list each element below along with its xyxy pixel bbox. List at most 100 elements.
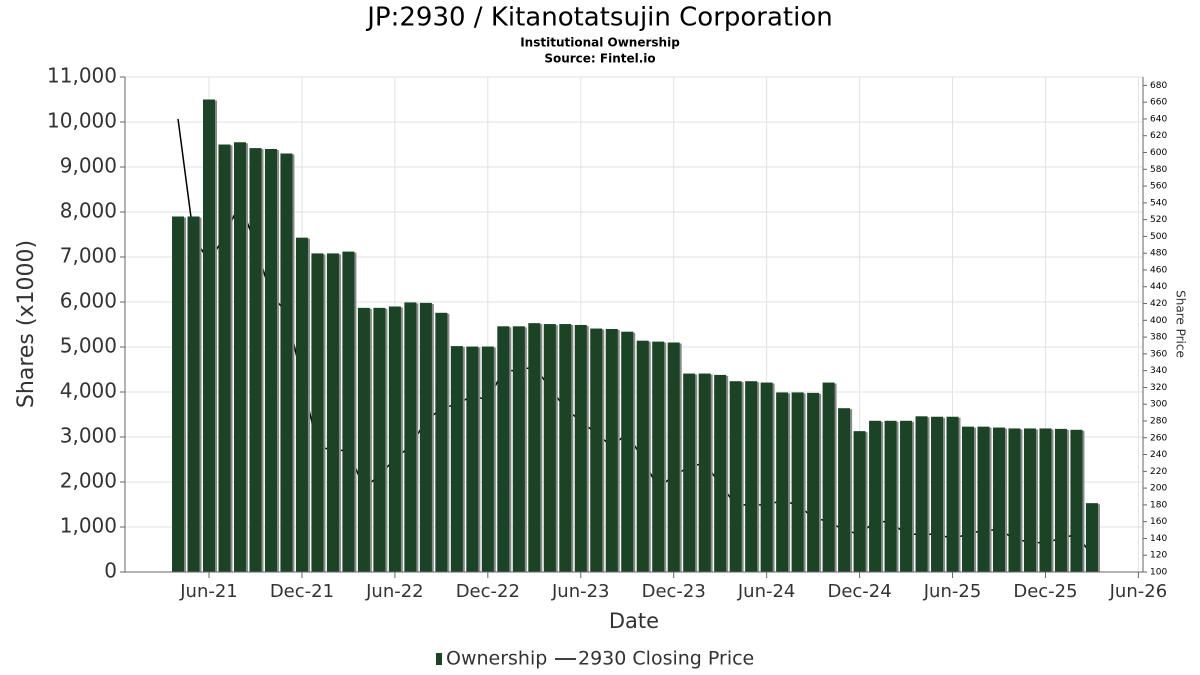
y2-tick-label: 560 [1150, 182, 1167, 192]
y2-tick-label: 220 [1150, 467, 1167, 477]
bar [450, 346, 463, 572]
y2-tick-label: 580 [1150, 165, 1167, 175]
legend-swatch [436, 653, 442, 665]
bar [714, 374, 727, 572]
bar [264, 149, 277, 572]
bar [404, 302, 417, 572]
bar [419, 302, 432, 572]
bar [512, 326, 525, 572]
y2-tick-label: 500 [1150, 232, 1167, 242]
bar [698, 373, 711, 572]
bar [466, 346, 479, 572]
bar [311, 253, 324, 572]
y-tick-label: 10,000 [47, 109, 117, 133]
bar [915, 416, 928, 572]
y2-tick-label: 280 [1150, 416, 1167, 426]
bar [543, 324, 556, 572]
bar [760, 382, 773, 572]
bar [295, 237, 308, 572]
x-tick-label: Dec-25 [1013, 581, 1077, 602]
x-tick-label: Jun-26 [1109, 581, 1168, 602]
bar [884, 420, 897, 572]
y-tick-label: 9,000 [60, 154, 117, 178]
y2-tick-label: 340 [1150, 366, 1167, 376]
x-tick-label: Dec-24 [827, 581, 891, 602]
bar [1070, 429, 1083, 572]
y-tick-label: 7,000 [60, 244, 117, 268]
y2-tick-label: 300 [1150, 400, 1167, 410]
y2-tick-label: 260 [1150, 433, 1167, 443]
bar [574, 324, 587, 572]
x-axis-label: Date [609, 609, 659, 633]
y-tick-label: 4,000 [60, 379, 117, 403]
y-tick-label: 2,000 [60, 469, 117, 493]
bar [203, 99, 215, 572]
y2-tick-label: 440 [1150, 282, 1167, 292]
y2-tick-label: 480 [1150, 249, 1167, 259]
bar [636, 340, 649, 572]
bar [342, 251, 355, 572]
bar [683, 373, 696, 572]
y-axis-label: Shares (x1000) [14, 240, 39, 408]
x-tick-label: Jun-24 [737, 581, 796, 602]
bar [172, 216, 185, 572]
bar [590, 328, 603, 572]
bar [791, 392, 804, 572]
bar [373, 307, 386, 572]
y2-tick-label: 380 [1150, 333, 1167, 343]
y2-tick-label: 680 [1150, 81, 1167, 91]
y2-tick-label: 100 [1150, 568, 1167, 578]
y2-tick-label: 620 [1150, 131, 1167, 141]
bar [621, 331, 634, 572]
y-tick-label: 6,000 [60, 289, 117, 313]
x-tick-label: Dec-22 [456, 581, 520, 602]
bar [528, 323, 541, 572]
y2-tick-label: 420 [1150, 299, 1167, 309]
y2-tick-label: 520 [1150, 215, 1167, 225]
y2-tick-label: 120 [1150, 551, 1167, 561]
bar [900, 420, 913, 572]
bar [1023, 428, 1036, 572]
y2-tick-label: 200 [1150, 484, 1167, 494]
bar [497, 326, 510, 572]
y2-tick-label: 180 [1150, 500, 1167, 510]
y2-tick-label: 600 [1150, 148, 1167, 158]
y-tick-label: 1,000 [60, 514, 117, 538]
bar [1039, 428, 1052, 572]
y2-tick-label: 660 [1150, 98, 1167, 108]
bar [218, 144, 231, 572]
bar [481, 346, 494, 572]
bar [977, 426, 990, 572]
bar [233, 142, 246, 572]
legend-label: Ownership [446, 648, 547, 670]
chart-subtitle: Institutional Ownership [520, 36, 680, 50]
bar [869, 420, 882, 572]
y2-tick-label: 360 [1150, 349, 1167, 359]
y2-tick-label: 460 [1150, 265, 1167, 275]
x-tick-label: Jun-23 [551, 581, 610, 602]
bar [435, 312, 448, 572]
bar [1054, 428, 1067, 572]
chart-title: JP:2930 / Kitanotatsujin Corporation [365, 3, 832, 33]
bar [745, 381, 758, 572]
y2-axis-label: Share Price [1174, 290, 1188, 358]
bar [280, 153, 293, 572]
y2-tick-label: 140 [1150, 534, 1167, 544]
bar [605, 329, 618, 572]
y2-tick-label: 540 [1150, 198, 1167, 208]
bar [838, 408, 851, 572]
bar [776, 392, 789, 572]
bar [822, 382, 835, 572]
y-tick-label: 5,000 [60, 334, 117, 358]
x-tick-label: Jun-21 [179, 581, 238, 602]
bar [187, 216, 200, 572]
y-tick-label: 3,000 [60, 424, 117, 448]
bar [357, 307, 370, 572]
chart-source: Source: Fintel.io [544, 52, 655, 66]
bar [992, 427, 1005, 572]
y-tick-label: 8,000 [60, 199, 117, 223]
y2-tick-label: 240 [1150, 450, 1167, 460]
x-tick-label: Dec-23 [642, 581, 706, 602]
